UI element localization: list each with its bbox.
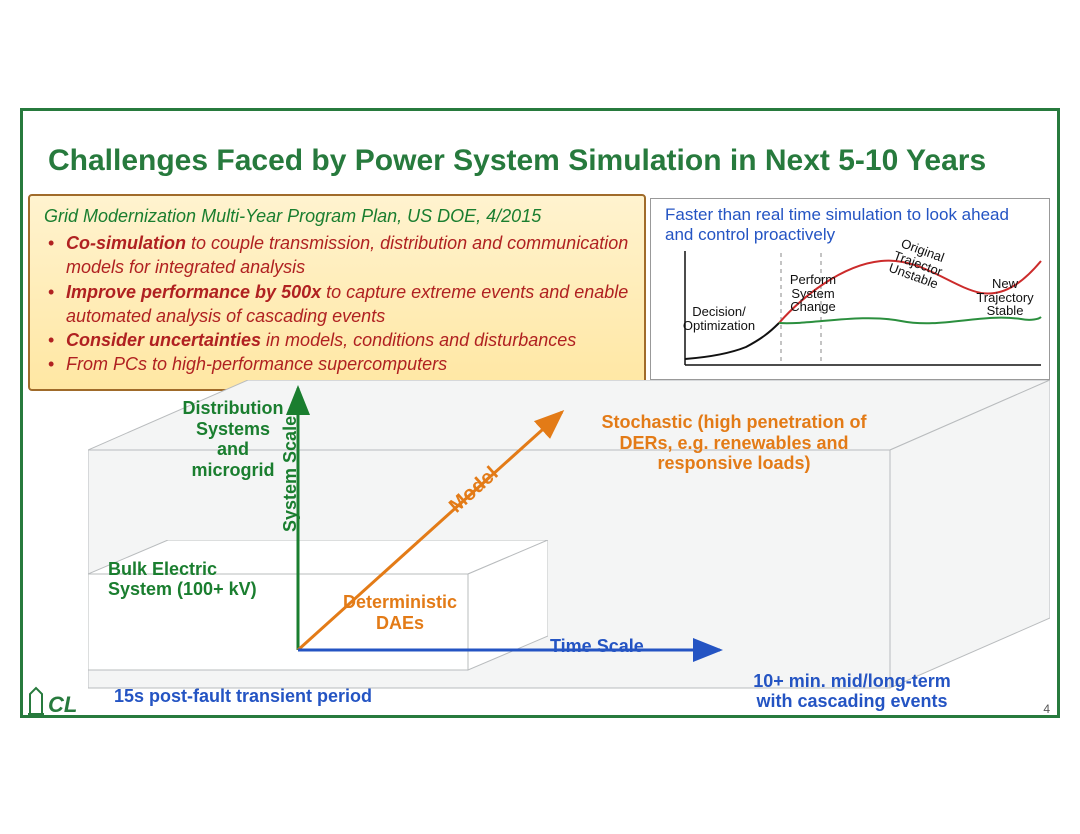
time-right-label: 10+ min. mid/long-termwith cascading eve… xyxy=(732,672,972,712)
mini-chart-title: Faster than real time simulation to look… xyxy=(651,199,1049,246)
doe-callout-box: Grid Modernization Multi-Year Program Pl… xyxy=(28,194,646,391)
page-title: Challenges Faced by Power System Simulat… xyxy=(48,144,986,178)
callout-list: Co-simulation to couple transmission, di… xyxy=(44,231,630,377)
label-stable: NewTrajectoryStable xyxy=(969,277,1041,318)
page-number: 4 xyxy=(1043,702,1050,716)
bulk-label: Bulk ElectricSystem (100+ kV) xyxy=(108,560,268,600)
deterministic-label: DeterministicDAEs xyxy=(330,592,470,633)
distribution-label: DistributionSystemsandmicrogrid xyxy=(168,398,298,481)
callout-item: Co-simulation to couple transmission, di… xyxy=(44,231,630,280)
label-decision: Decision/Optimization xyxy=(679,305,759,332)
label-perform: PerformSystemChange xyxy=(783,273,843,314)
system-scale-label: System Scale xyxy=(280,416,301,532)
callout-heading: Grid Modernization Multi-Year Program Pl… xyxy=(44,206,630,227)
callout-item: Consider uncertainties in models, condit… xyxy=(44,328,630,352)
logo-icon: CL xyxy=(24,684,84,720)
faster-than-realtime-chart: Faster than real time simulation to look… xyxy=(650,198,1050,380)
time-left-label: 15s post-fault transient period xyxy=(114,686,372,707)
callout-item: Improve performance by 500x to capture e… xyxy=(44,280,630,329)
stochastic-label: Stochastic (high penetration ofDERs, e.g… xyxy=(574,412,894,474)
callout-item: From PCs to high-performance supercomput… xyxy=(44,352,630,376)
svg-text:CL: CL xyxy=(48,692,77,717)
time-scale-label: Time Scale xyxy=(550,636,644,657)
